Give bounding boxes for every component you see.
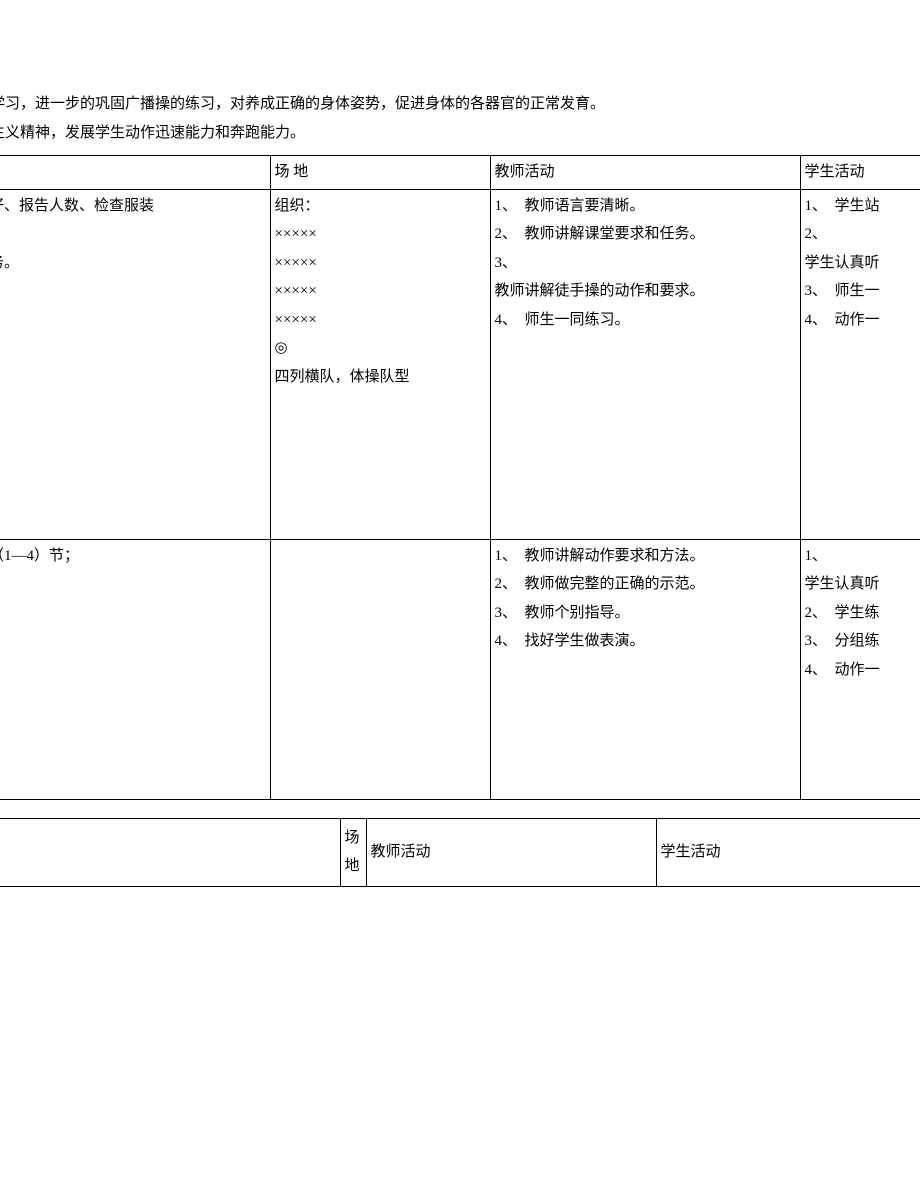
t1r2c3: 1、 教师讲解动作要求和方法。 2、 教师做完整的正确的示范。 3、 教师个别指… [490, 539, 800, 799]
t1r1c4: 1、 学生站 2、 学生认真听 3、 师生一 4、 动作一 [800, 189, 920, 539]
table2-h3: 教师活动 [366, 818, 656, 886]
table1-h1 [0, 156, 270, 190]
intro-line-2: 主义精神，发展学生动作迅速能力和奔跑能力。 [0, 119, 900, 148]
table2-h1 [0, 818, 340, 886]
table1-h4: 学生活动 [800, 156, 920, 190]
table1-row-2: 操（1—4）节； 1、 教师讲解动作要求和方法。 2、 教师做完整的正确的示范。… [0, 539, 920, 799]
table2-h2: 场地 [340, 818, 366, 886]
table1-header-row: 场 地 教师活动 学生活动 [0, 156, 920, 190]
table-spacer [0, 800, 920, 818]
t1r2c2 [270, 539, 490, 799]
t1r1c2: 组织： ××××× ××××× ××××× ××××× ◎ 四列横队，体操队型 [270, 189, 490, 539]
lesson-table-1: 场 地 教师活动 学生活动 问好、报告人数、检查服装 任务。 组织： ×××××… [0, 155, 920, 800]
intro-text: 学习，进一步的巩固广播操的练习，对养成正确的身体姿势，促进身体的各器官的正常发育… [0, 90, 920, 155]
lesson-table-2: 场地 教师活动 学生活动 [0, 818, 920, 887]
table1-row-1: 问好、报告人数、检查服装 任务。 组织： ××××× ××××× ××××× ×… [0, 189, 920, 539]
intro-line-1: 学习，进一步的巩固广播操的练习，对养成正确的身体姿势，促进身体的各器官的正常发育… [0, 90, 900, 119]
table2-h4: 学生活动 [656, 818, 920, 886]
t1r1c3: 1、 教师语言要清晰。 2、 教师讲解课堂要求和任务。 3、 教师讲解徒手操的动… [490, 189, 800, 539]
table1-h3: 教师活动 [490, 156, 800, 190]
t1r2c4: 1、 学生认真听 2、 学生练 3、 分组练 4、 动作一 [800, 539, 920, 799]
table1-h2: 场 地 [270, 156, 490, 190]
t1r2c1: 操（1—4）节； [0, 539, 270, 799]
t1r1c1: 问好、报告人数、检查服装 任务。 [0, 189, 270, 539]
table2-header-row: 场地 教师活动 学生活动 [0, 818, 920, 886]
